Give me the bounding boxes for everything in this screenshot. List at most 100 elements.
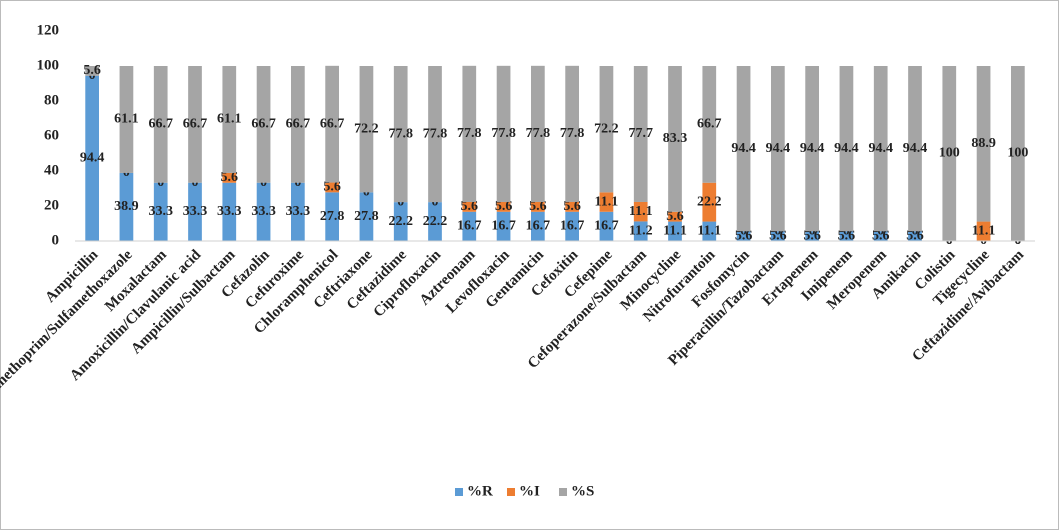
data-label: 5.6 [803, 228, 821, 243]
data-label: 77.8 [423, 126, 448, 141]
bar-segment [428, 202, 442, 241]
data-label: 27.8 [354, 209, 379, 224]
data-label: 94.4 [903, 141, 928, 156]
data-label: 11.1 [663, 224, 687, 239]
data-label: 77.8 [388, 126, 413, 141]
data-label: 94.4 [80, 151, 105, 166]
bar-segment [393, 202, 408, 241]
bar-segment [565, 65, 579, 202]
data-label: 5.6 [461, 199, 479, 214]
data-label: 5.6 [906, 228, 924, 243]
data-label: 88.9 [971, 136, 996, 151]
bar-segment [188, 182, 202, 241]
bar-segment [291, 66, 305, 183]
bar-segment [942, 66, 957, 241]
bar-segment [908, 231, 922, 241]
bar-segment [119, 172, 134, 241]
bar-segment [359, 192, 374, 241]
data-label: 11.2 [629, 223, 653, 238]
legend-swatch [559, 488, 567, 496]
bar-segment [153, 182, 168, 241]
data-label: 77.8 [457, 126, 482, 141]
data-label: 77.8 [526, 126, 551, 141]
data-label: 5.6 [872, 228, 890, 243]
data-label: 72.2 [354, 121, 379, 136]
bar-segment [496, 201, 511, 212]
data-label: 66.7 [320, 116, 345, 131]
data-label: 66.7 [251, 117, 276, 132]
bar-segment [668, 221, 682, 241]
bar-segment [222, 66, 237, 173]
bar-segment [222, 182, 237, 241]
bar-segment [805, 231, 819, 241]
bar-segment [531, 201, 545, 212]
bar-segment [668, 66, 682, 212]
bar-segment [633, 201, 648, 222]
bar-segment [976, 66, 991, 222]
y-tick-label: 60 [44, 127, 59, 143]
y-tick-label: 20 [44, 197, 59, 213]
bar-segment [188, 66, 202, 183]
data-label: 11.1 [697, 224, 721, 239]
data-label: 94.4 [766, 141, 791, 156]
data-label: 16.7 [457, 219, 482, 234]
y-tick-label: 0 [52, 232, 60, 248]
bar-segment [565, 201, 579, 212]
bar-segment [325, 65, 339, 183]
bar-segment [873, 66, 888, 232]
data-label: 22.2 [697, 194, 722, 209]
data-label: 22.2 [388, 214, 413, 229]
data-label: 16.7 [560, 219, 585, 234]
bar-segment [565, 211, 579, 241]
data-label: 5.6 [529, 199, 547, 214]
bar-segment [325, 192, 339, 241]
y-tick-label: 80 [44, 92, 59, 108]
bar-segment [85, 75, 99, 241]
data-label: 83.3 [663, 131, 688, 146]
data-label: 38.9 [114, 199, 139, 214]
legend-label: %R [467, 483, 493, 499]
bar-segment [873, 231, 888, 241]
data-label: 5.6 [769, 228, 787, 243]
data-label: 5.6 [666, 209, 684, 224]
y-tick-label: 40 [44, 162, 59, 178]
bar-segment [633, 221, 648, 241]
bar-segment [496, 65, 511, 202]
bar-segment [531, 211, 545, 241]
legend-swatch [507, 488, 515, 496]
data-label: 66.7 [697, 117, 722, 132]
bar-segment [805, 66, 819, 232]
bar-segment [702, 182, 717, 222]
legend-label: %S [571, 483, 594, 499]
data-label: 5.6 [83, 63, 101, 78]
data-label: 77.8 [491, 126, 516, 141]
bar-segment [291, 182, 305, 241]
legend-label: %I [519, 483, 540, 499]
data-label: 77.8 [560, 126, 585, 141]
data-label: 33.3 [251, 204, 276, 219]
data-label: 5.6 [563, 199, 581, 214]
data-label: 66.7 [183, 117, 208, 132]
bar-segment [222, 172, 237, 183]
bar-segment [393, 66, 408, 203]
bar-segment [599, 192, 614, 212]
data-label: 16.7 [491, 219, 516, 234]
data-label: 33.3 [183, 204, 208, 219]
bar-segment [1011, 66, 1025, 241]
bar-segment [462, 65, 477, 202]
data-label: 61.1 [114, 112, 139, 127]
data-label: 5.6 [495, 199, 513, 214]
data-label: 61.1 [217, 112, 242, 127]
bar-segment [359, 66, 374, 193]
bar-segment [462, 211, 477, 241]
data-label: 22.2 [423, 214, 448, 229]
data-label: 16.7 [594, 219, 619, 234]
data-label: 94.4 [800, 141, 825, 156]
data-label: 100 [939, 146, 960, 161]
y-tick-label: 120 [37, 22, 60, 38]
data-label: 33.3 [217, 204, 242, 219]
bar-segment [153, 66, 168, 183]
bar-segment [325, 182, 339, 193]
bar-segment [119, 66, 134, 173]
